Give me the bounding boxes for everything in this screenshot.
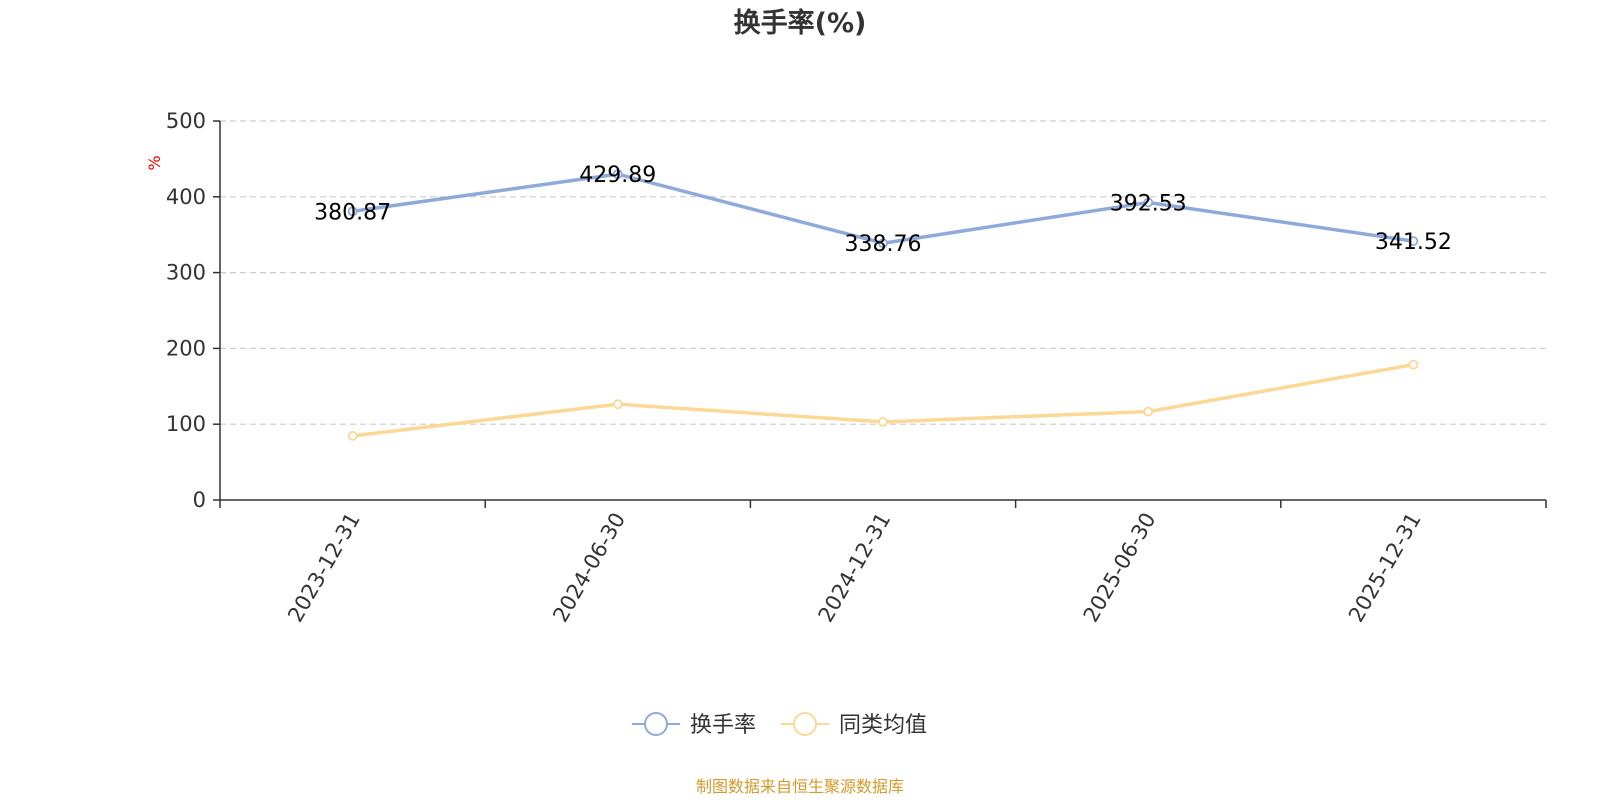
data-labels: 380.87 429.89 338.76 392.53 341.52 <box>314 163 1452 257</box>
y-tick-label: 300 <box>166 261 206 285</box>
x-tick-label: 2025-06-30 <box>1079 509 1161 627</box>
y-axis-unit: % <box>145 155 164 170</box>
x-tick-label: 2023-12-31 <box>283 509 365 627</box>
data-point <box>1408 236 1419 247</box>
data-point <box>612 399 623 410</box>
grid-lines <box>220 120 1546 425</box>
data-point <box>1408 359 1419 370</box>
data-label: 380.87 <box>314 200 391 225</box>
data-point <box>1143 406 1154 417</box>
legend-marker <box>644 712 668 736</box>
data-point <box>878 417 888 427</box>
data-label: 429.89 <box>579 163 656 188</box>
y-tick-label: 500 <box>166 109 206 133</box>
legend-label: 换手率 <box>690 713 756 738</box>
legend: 换手率 同类均值 <box>632 712 927 738</box>
data-point <box>347 430 358 441</box>
y-tick-label: 0 <box>193 488 206 512</box>
data-point <box>612 169 623 180</box>
data-point <box>347 206 358 217</box>
series-layer <box>347 169 1419 441</box>
chart-title: 换手率(%) <box>734 7 867 39</box>
data-point <box>1143 197 1154 208</box>
data-label: 392.53 <box>1110 191 1187 216</box>
axes: 0 100 200 300 400 500 2023-12-31 2024-06-30 2024… <box>166 109 1547 627</box>
legend-item[interactable]: 换手率 <box>632 712 756 738</box>
y-tick-label: 100 <box>166 412 206 436</box>
legend-marker <box>793 712 817 736</box>
data-label: 338.76 <box>845 232 922 257</box>
data-point <box>878 238 888 249</box>
source-note: 制图数据来自恒生聚源数据库 <box>696 777 904 796</box>
x-tick-label: 2024-12-31 <box>814 509 896 627</box>
data-label: 341.52 <box>1375 230 1452 255</box>
legend-label: 同类均值 <box>839 713 927 738</box>
y-tick-label: 400 <box>166 185 206 209</box>
x-tick-label: 2024-06-30 <box>548 509 630 627</box>
legend-item[interactable]: 同类均值 <box>781 712 927 738</box>
y-tick-label: 200 <box>166 336 206 360</box>
x-tick-label: 2025-12-31 <box>1344 509 1426 627</box>
